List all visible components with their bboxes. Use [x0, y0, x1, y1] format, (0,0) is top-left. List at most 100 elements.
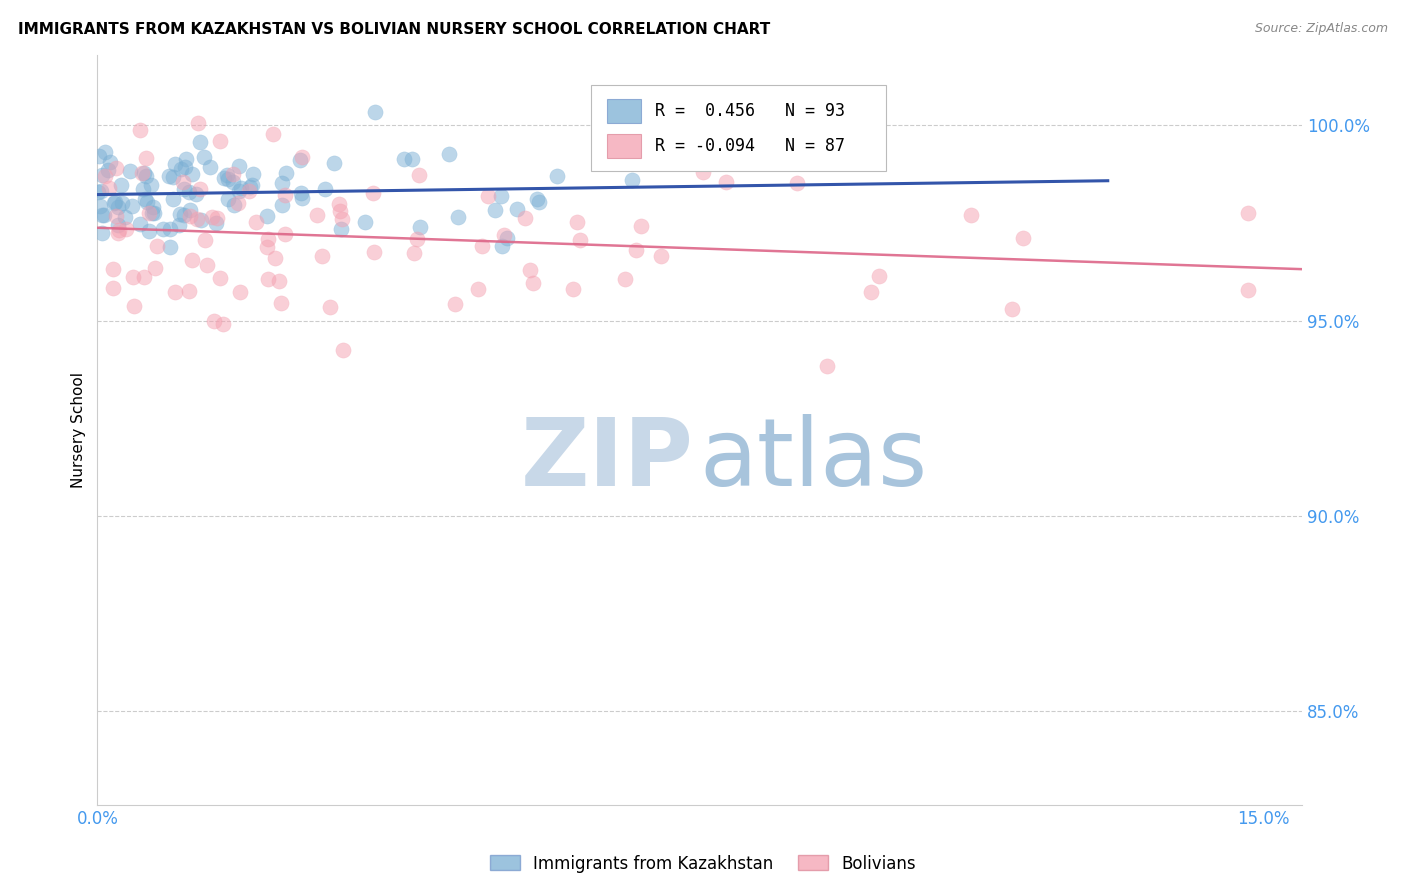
Point — [323, 156, 346, 170]
FancyBboxPatch shape — [592, 85, 886, 171]
Point — [868, 269, 890, 284]
Point — [114, 222, 136, 236]
Point — [217, 172, 239, 186]
Point — [222, 167, 245, 181]
Point — [177, 185, 200, 199]
Point — [132, 182, 155, 196]
Point — [205, 211, 228, 226]
Point — [91, 226, 114, 240]
Point — [561, 282, 583, 296]
Point — [238, 184, 260, 198]
Point — [314, 182, 336, 196]
Point — [89, 199, 111, 213]
Point — [290, 150, 312, 164]
Point — [162, 169, 184, 184]
Point — [496, 230, 519, 244]
Point — [402, 245, 425, 260]
Point — [257, 272, 280, 286]
Point — [522, 277, 544, 291]
Point — [195, 258, 218, 272]
Point — [129, 123, 152, 137]
Point — [143, 260, 166, 275]
Point — [290, 186, 312, 200]
Point — [152, 222, 174, 236]
Point — [179, 209, 201, 223]
Point — [215, 168, 238, 182]
Point — [107, 218, 129, 232]
Point — [437, 147, 460, 161]
Point — [173, 181, 195, 195]
Point — [613, 271, 636, 285]
Point — [363, 186, 385, 201]
Point — [519, 262, 541, 277]
Point — [90, 208, 112, 222]
Point — [97, 180, 120, 194]
Point — [94, 145, 117, 160]
Point — [188, 182, 211, 196]
Point — [228, 285, 250, 299]
Point — [134, 192, 156, 206]
Point — [142, 200, 165, 214]
Point — [143, 205, 166, 219]
Point — [190, 213, 212, 227]
FancyBboxPatch shape — [607, 134, 641, 158]
Point — [104, 161, 127, 176]
FancyBboxPatch shape — [607, 99, 641, 122]
Point — [1236, 206, 1258, 220]
Point — [169, 206, 191, 220]
Point — [221, 175, 243, 189]
Point — [567, 215, 589, 229]
Point — [120, 164, 142, 178]
Text: R = -0.094   N = 87: R = -0.094 N = 87 — [655, 136, 845, 155]
Point — [491, 238, 513, 252]
Point — [190, 135, 212, 149]
Point — [211, 317, 233, 331]
Point — [141, 206, 163, 220]
Point — [262, 127, 284, 141]
Point — [329, 203, 352, 218]
Point — [226, 195, 249, 210]
Point — [1011, 230, 1033, 244]
Point — [90, 184, 112, 198]
Point — [471, 239, 494, 253]
Point — [173, 208, 195, 222]
Point — [209, 134, 232, 148]
Point — [1001, 301, 1024, 316]
Point — [107, 226, 129, 240]
Point — [786, 176, 808, 190]
Point — [630, 219, 652, 233]
Point — [392, 152, 415, 166]
Point — [121, 199, 143, 213]
Point — [179, 202, 201, 217]
Text: IMMIGRANTS FROM KAZAKHSTAN VS BOLIVIAN NURSERY SCHOOL CORRELATION CHART: IMMIGRANTS FROM KAZAKHSTAN VS BOLIVIAN N… — [18, 22, 770, 37]
Point — [650, 249, 672, 263]
Point — [141, 178, 163, 192]
Point — [98, 154, 121, 169]
Point — [242, 167, 264, 181]
Point — [363, 244, 385, 259]
Point — [269, 274, 291, 288]
Point — [217, 192, 239, 206]
Point — [242, 178, 264, 192]
Point — [467, 282, 489, 296]
Point — [1236, 284, 1258, 298]
Text: Source: ZipAtlas.com: Source: ZipAtlas.com — [1254, 22, 1388, 36]
Point — [506, 202, 529, 216]
Y-axis label: Nursery School: Nursery School — [72, 372, 86, 488]
Point — [138, 206, 160, 220]
Point — [447, 211, 470, 225]
Point — [273, 188, 295, 202]
Point — [489, 189, 512, 203]
Point — [187, 116, 209, 130]
Point — [174, 160, 197, 174]
Point — [409, 220, 432, 235]
Point — [354, 214, 377, 228]
Point — [132, 166, 155, 180]
Text: R =  0.456   N = 93: R = 0.456 N = 93 — [655, 102, 845, 120]
Point — [181, 167, 204, 181]
Point — [568, 233, 591, 247]
Point — [121, 270, 143, 285]
Point — [209, 271, 232, 285]
Point — [205, 216, 228, 230]
Point — [257, 232, 280, 246]
